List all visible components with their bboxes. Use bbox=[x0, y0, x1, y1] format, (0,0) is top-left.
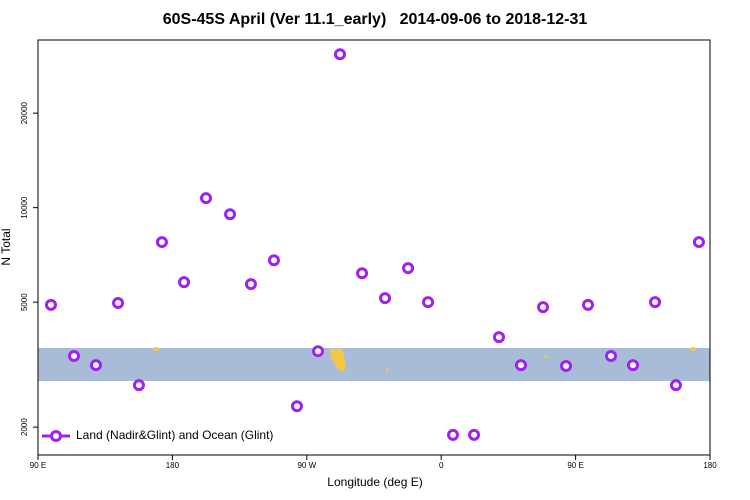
map-land bbox=[330, 349, 346, 372]
point bbox=[514, 359, 527, 372]
point bbox=[224, 208, 237, 221]
point bbox=[200, 192, 212, 205]
point bbox=[112, 296, 125, 309]
point bbox=[379, 292, 392, 305]
y-tick-label: 5000 bbox=[20, 293, 29, 311]
map-land bbox=[544, 355, 548, 359]
point bbox=[626, 359, 639, 372]
map-band bbox=[38, 347, 710, 381]
point bbox=[422, 296, 435, 309]
point bbox=[446, 428, 459, 441]
point bbox=[581, 298, 594, 311]
y-tick-label: 2000 bbox=[20, 418, 29, 436]
point bbox=[132, 379, 145, 392]
point bbox=[692, 236, 705, 249]
point bbox=[402, 262, 415, 275]
x-axis-label: Longitude (deg E) bbox=[327, 475, 422, 489]
legend-marker bbox=[50, 430, 62, 442]
point bbox=[560, 360, 573, 373]
map-land bbox=[690, 347, 696, 351]
point bbox=[356, 267, 369, 280]
point bbox=[89, 359, 102, 372]
x-tick-label: 90 E bbox=[30, 461, 46, 470]
point bbox=[312, 345, 324, 358]
point bbox=[290, 400, 303, 413]
point bbox=[267, 254, 280, 267]
chart-title: 60S-45S April (Ver 11.1_early) 2014-09-0… bbox=[163, 11, 588, 28]
x-tick-label: 180 bbox=[703, 461, 717, 470]
point bbox=[178, 276, 191, 289]
point bbox=[468, 428, 481, 441]
point bbox=[492, 331, 505, 344]
point bbox=[67, 349, 80, 362]
map-land bbox=[385, 368, 389, 372]
point bbox=[604, 349, 617, 362]
plot-frame bbox=[37, 39, 711, 456]
legend-item: Land (Nadir&Glint) and Ocean (Glint) bbox=[42, 428, 273, 442]
point bbox=[44, 298, 57, 311]
x-tick-label: 90 E bbox=[567, 461, 583, 470]
map-ocean bbox=[38, 348, 710, 381]
x-tick-label: 0 bbox=[439, 461, 444, 470]
y-tick-label: 20000 bbox=[20, 101, 29, 124]
x-tick-label: 180 bbox=[166, 461, 180, 470]
y-tick-label: 10000 bbox=[20, 196, 29, 219]
map-land bbox=[153, 347, 159, 351]
point bbox=[155, 236, 168, 249]
point bbox=[333, 48, 346, 61]
y-axis-label: N Total bbox=[0, 228, 13, 265]
point bbox=[537, 301, 550, 314]
point bbox=[649, 296, 662, 309]
legend-label: Land (Nadir&Glint) and Ocean (Glint) bbox=[76, 428, 273, 442]
point bbox=[244, 278, 257, 291]
point bbox=[669, 379, 682, 392]
x-tick-label: 90 W bbox=[297, 461, 316, 470]
